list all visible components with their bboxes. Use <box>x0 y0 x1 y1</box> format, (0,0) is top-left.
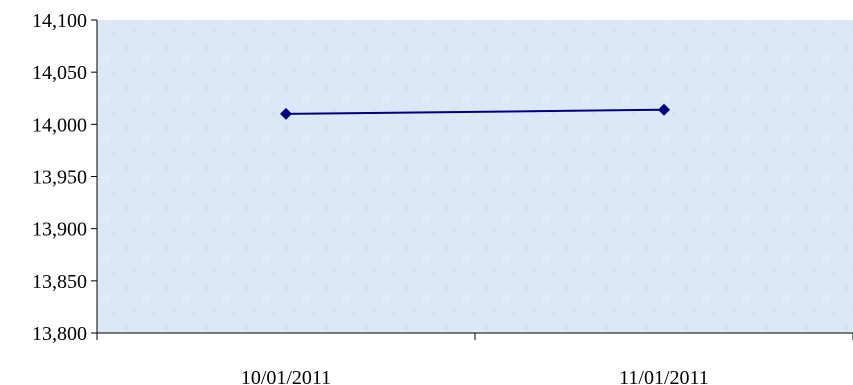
plot-area <box>97 20 853 333</box>
y-tick-label: 14,050 <box>32 62 87 84</box>
y-tick-label: 14,000 <box>32 114 87 136</box>
x-tick-label: 10/01/2011 <box>241 367 331 385</box>
data-point-marker <box>280 107 292 120</box>
y-tick-label: 13,850 <box>32 271 87 293</box>
data-point-marker <box>658 103 670 116</box>
y-tick-label: 13,950 <box>32 167 87 189</box>
y-axis: 13,800 13,850 13,900 13,950 14,000 14,050 14,1… <box>32 10 98 345</box>
y-tick-label: 14,100 <box>32 10 87 32</box>
x-tick-label: 11/01/2011 <box>619 367 709 385</box>
series-layer <box>280 103 670 120</box>
x-axis: 10/01/2011 11/01/2011 <box>96 332 853 385</box>
y-tick-label: 13,900 <box>32 219 87 241</box>
y-tick-label: 13,800 <box>32 323 87 345</box>
series-line <box>285 108 665 115</box>
